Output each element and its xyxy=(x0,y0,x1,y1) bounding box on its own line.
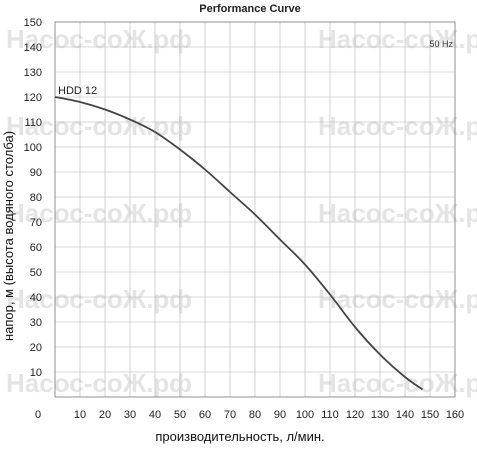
series-line-hdd12 xyxy=(54,96,424,391)
x-tick-label: 110 xyxy=(321,409,339,421)
y-tick-label: 30 xyxy=(30,317,42,329)
x-tick-label: 120 xyxy=(346,409,364,421)
y-axis-label: напор, м (высота водяного столба) xyxy=(1,131,16,341)
series-label-hdd12: HDD 12 xyxy=(58,85,97,97)
y-tick-label: 150 xyxy=(24,17,42,29)
y-tick-label: 60 xyxy=(30,242,42,254)
y-tick-label: 10 xyxy=(30,367,42,379)
watermark-text: Насос-соЖ.рф xyxy=(318,284,477,314)
watermark-text: Насос-соЖ.рф xyxy=(318,368,477,398)
watermark-text: Насос-соЖ.рф xyxy=(6,284,192,314)
x-tick-label: 60 xyxy=(199,409,211,421)
y-tick-label: 20 xyxy=(30,342,42,354)
watermark-text: Насос-соЖ.рф xyxy=(6,368,192,398)
watermark-text: Насос-соЖ.рф xyxy=(318,198,477,228)
plot-frame xyxy=(54,21,456,398)
x-tick-label: 130 xyxy=(371,409,389,421)
x-tick-label: 20 xyxy=(99,409,111,421)
x-tick-label: 10 xyxy=(74,409,86,421)
x-tick-label: 50 xyxy=(174,409,186,421)
y-tick-label: 130 xyxy=(24,67,42,79)
y-tick-label: 40 xyxy=(30,292,42,304)
y-tick-label: 70 xyxy=(30,217,42,229)
grid xyxy=(55,22,455,397)
y-tick-label: 140 xyxy=(24,42,42,54)
frequency-label: 50 Hz xyxy=(429,39,453,49)
x-tick-label: 100 xyxy=(296,409,314,421)
watermark-text: Насос-соЖ.рф xyxy=(6,198,192,228)
chart-title: Performance Curve xyxy=(199,3,301,15)
x-tick-label: 40 xyxy=(149,409,161,421)
x-tick-label: 30 xyxy=(124,409,136,421)
x-tick-label: 150 xyxy=(421,409,439,421)
x-axis-label: производительность, л/мин. xyxy=(155,429,324,444)
x-tick-label: 160 xyxy=(446,409,464,421)
x-tick-label: 80 xyxy=(249,409,261,421)
y-tick-labels: 10 20 30 40 50 60 70 80 90 100 110 120 130 140 150 xyxy=(24,17,42,379)
y-tick-label: 90 xyxy=(30,167,42,179)
watermark-text: Насос-соЖ.рф xyxy=(318,111,477,141)
x-tick-label: 70 xyxy=(224,409,236,421)
x-tick-labels: 0 10 20 30 40 50 60 70 80 90 100 110 120 130 140 150 160 xyxy=(35,409,464,421)
x-tick-label: 0 xyxy=(35,409,41,421)
y-tick-label: 110 xyxy=(24,117,42,129)
watermark-layer: Насос-соЖ.рф Насос-соЖ.рф Насос-соЖ.рф Насо… xyxy=(6,24,477,398)
x-tick-label: 140 xyxy=(396,409,414,421)
y-tick-label: 100 xyxy=(24,142,42,154)
watermark-text: Насос-соЖ.рф xyxy=(318,24,477,54)
y-tick-label: 50 xyxy=(30,267,42,279)
x-tick-label: 90 xyxy=(274,409,286,421)
watermark-text: Насос-соЖ.рф xyxy=(6,24,192,54)
y-tick-label: 120 xyxy=(24,92,42,104)
y-tick-label: 80 xyxy=(30,192,42,204)
